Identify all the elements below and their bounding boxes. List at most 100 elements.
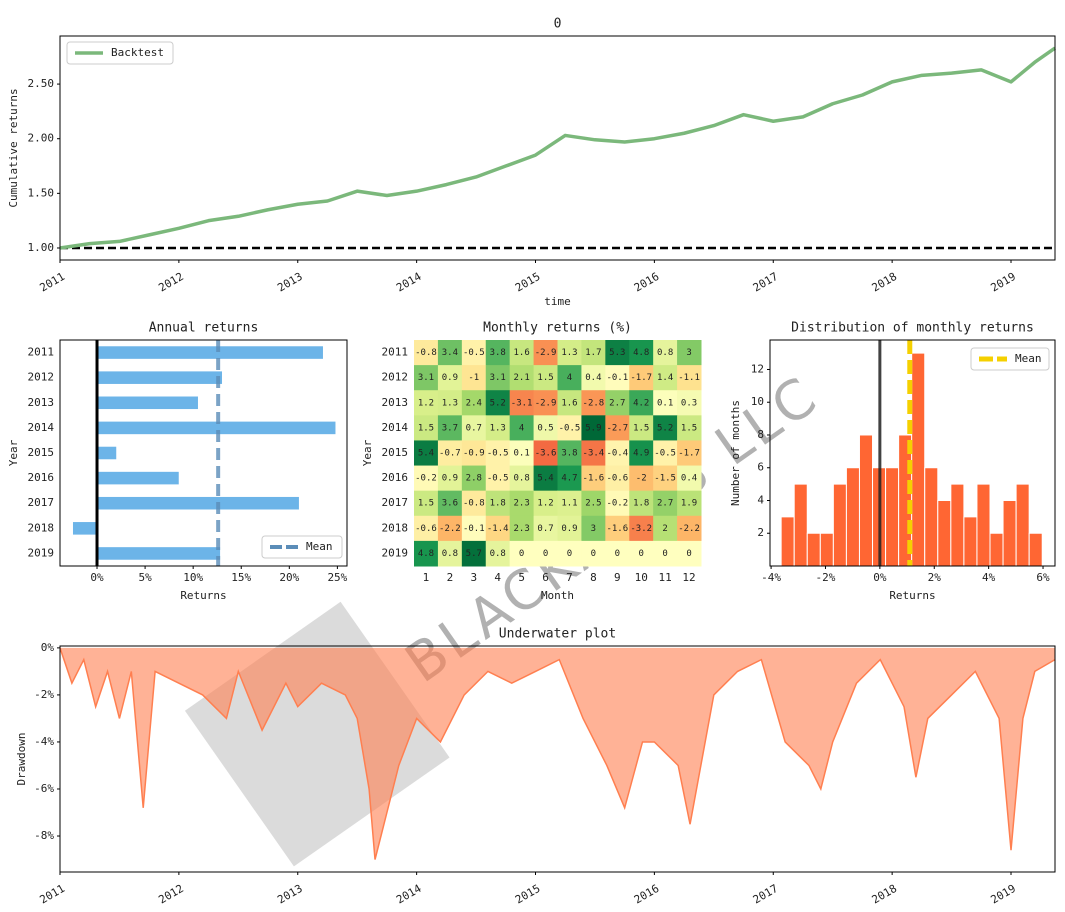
cell-label: -0.2 [606,499,628,509]
heatmap-cell [414,340,439,366]
heatmap-cell [581,340,606,366]
cell-label: -0.4 [606,449,628,459]
x-tick-label: 10 [635,571,648,584]
heatmap-cell [461,365,487,391]
y-tick-label: 2011 [382,346,409,359]
cell-label: -0.1 [463,524,485,534]
cell-label: 0.4 [681,474,697,484]
y-tick-label: -8% [34,829,54,842]
histogram-bar [806,532,821,567]
heatmap-cell [653,440,678,467]
heatmap-cell [677,540,702,567]
heatmap-cell [557,515,582,542]
bar [97,471,179,485]
cell-label: 0 [686,549,691,559]
y-tick-label: 2015 [382,446,409,459]
y-axis-label: Year [361,439,374,466]
cell-label: 3.1 [490,373,506,383]
cell-label: 3.8 [561,449,577,459]
cell-label: 0.9 [442,373,458,383]
legend-label: Mean [306,540,333,553]
heatmap-cell [557,365,582,391]
area-fill [60,647,1055,860]
y-tick-label: 2018 [28,521,55,534]
bar [97,421,336,435]
cell-label: 4.7 [561,474,577,484]
cell-label: -1.6 [606,524,628,534]
heatmap-cell [437,340,463,366]
cell-label: 0 [615,549,620,559]
cell-label: -0.2 [415,474,437,484]
cell-label: 1.5 [418,423,434,433]
cell-label: -2.9 [535,348,557,358]
x-axis-label: Returns [180,589,226,602]
cell-label: 4 [567,373,572,383]
heatmap-cell [581,540,606,567]
heatmap-cell [485,415,511,441]
cell-label: 2.3 [513,524,529,534]
heatmap-cell [629,490,654,517]
y-tick-label: -6% [34,782,54,795]
cell-label: 4.2 [633,398,649,408]
cell-label: 0.4 [585,373,601,383]
y-tick-label: -4% [34,735,54,748]
cell-label: 0.9 [561,524,577,534]
cell-label: -0.6 [606,474,628,484]
x-tick-label: 5 [518,571,525,584]
chart-title: Annual returns [149,321,259,336]
bar [97,396,198,410]
heatmap-cell [581,515,606,542]
cell-label: -1.5 [654,474,676,484]
cell-label: -0.5 [654,449,676,459]
x-tick-label: 20% [279,571,299,584]
cell-label: -1.1 [678,373,700,383]
heatmap-cell [414,415,439,441]
axes-frame [769,339,1056,567]
axes-frame [59,645,1056,873]
heatmap-cell [437,515,463,542]
cell-label: 0 [519,549,524,559]
heatmap-cell [461,540,487,567]
heatmap-cell [557,490,582,517]
cell-label: 1.2 [418,398,434,408]
legend-box [970,347,1050,371]
legend-label: Mean [1015,352,1042,365]
legend-label: Backtest [111,46,164,59]
x-tick-label: 3 [470,571,477,584]
cell-label: 1.1 [561,499,577,509]
cell-label: 5.2 [657,423,673,433]
y-axis-label: Number of months [729,400,742,506]
y-tick-label: 1.00 [28,241,55,254]
cell-label: 1.3 [490,423,506,433]
cell-label: 5.4 [418,449,434,459]
y-axis-label: Drawdown [15,733,28,786]
axes-frame [59,339,348,567]
cell-label: 0 [543,549,548,559]
heatmap-cell [509,515,535,542]
histogram-bar [845,467,860,567]
cell-label: -3.2 [630,524,652,534]
cell-label: 5.4 [537,474,553,484]
y-tick-label: 8 [757,428,764,441]
cell-label: 1.3 [561,348,577,358]
heatmap-cell [461,515,487,542]
x-tick-label: -4% [761,571,781,584]
heatmap-cell [629,340,654,366]
heatmap-cell [605,390,630,416]
heatmap-cell [533,365,558,391]
cell-label: 0 [567,549,572,559]
x-tick-label: 11 [659,571,672,584]
heatmap-cell [629,415,654,441]
x-tick-label: 25% [327,571,347,584]
heatmap-cell [437,490,463,517]
x-tick-label: 10% [183,571,203,584]
x-tick-label: 2 [447,571,454,584]
x-tick-label: 9 [614,571,621,584]
cell-label: -0.5 [487,474,509,484]
y-tick-label: 2014 [28,421,55,434]
cell-label: 3.7 [442,423,458,433]
cell-label: 0.8 [442,549,458,559]
cell-label: 1.4 [657,373,673,383]
heatmap-cell [629,390,654,416]
cell-label: -2.2 [678,524,700,534]
